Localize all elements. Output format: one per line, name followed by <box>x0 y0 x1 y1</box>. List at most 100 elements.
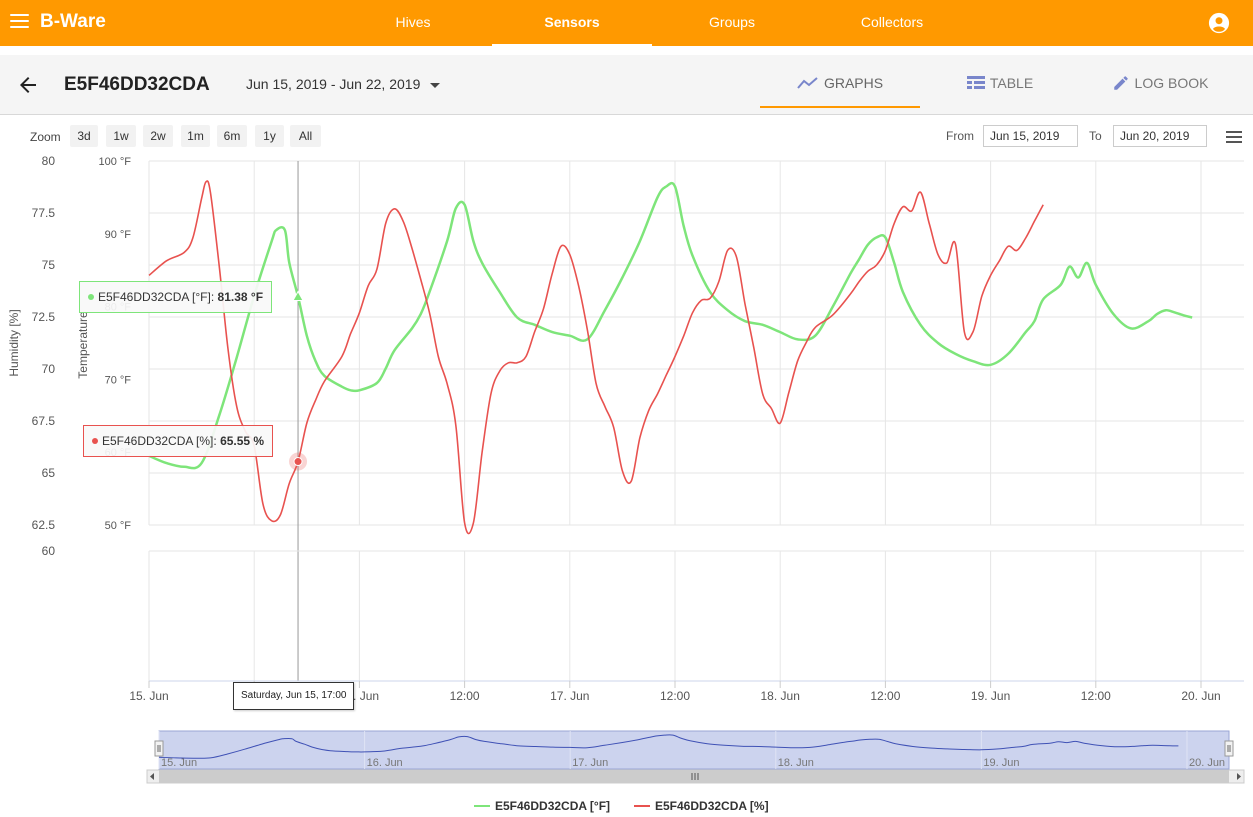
nav-tab-label: Groups <box>709 14 755 30</box>
legend-swatch <box>474 804 490 807</box>
date-range-dropdown[interactable]: Jun 15, 2019 - Jun 22, 2019 <box>246 76 441 92</box>
table-icon <box>966 75 985 89</box>
series-dot <box>92 437 98 444</box>
to-label: To <box>1089 129 1102 143</box>
tab-label: GRAPHS <box>823 75 884 91</box>
nav-tab-groups[interactable]: Groups <box>652 0 812 46</box>
navigator-mask <box>158 730 1230 770</box>
series-line-temperature[interactable] <box>148 181 1193 470</box>
temperature-tooltip: E5F46DD32CDA [°F]: 81.38 °F <box>79 281 273 313</box>
y-left-tick-label: 65 <box>42 466 56 480</box>
chart-context-menu-icon[interactable] <box>1226 131 1242 143</box>
tab-graphs[interactable]: GRAPHS <box>760 55 920 115</box>
view-active-indicator <box>760 106 920 108</box>
y-left-axis-title: Humidity [%] <box>7 309 21 376</box>
sensor-title: E5F46DD32CDA <box>64 74 210 95</box>
navigator-tick-label: 20. Jun <box>1189 757 1225 769</box>
y-right-axis-title: Temperature <box>76 311 90 379</box>
legend-item-temperature[interactable]: E5F46DD32CDA [°F] <box>474 799 610 813</box>
lower-chart-pane <box>148 550 1244 682</box>
legend-label: E5F46DD32CDA [%] <box>655 799 769 813</box>
hover-marker-humidity <box>293 457 303 467</box>
tab-log-book[interactable]: LOG BOOK <box>1080 55 1240 115</box>
navigator-handle[interactable] <box>1224 740 1234 757</box>
hover-marker-temperature <box>292 290 304 302</box>
navigator-series <box>158 734 1179 759</box>
from-date-input[interactable]: Jun 15, 2019 <box>983 125 1078 147</box>
navigator-tick-label: 19. Jun <box>983 757 1019 769</box>
y-left-tick-label: 70 <box>42 362 56 376</box>
tooltip-value: 81.38 °F <box>217 290 264 304</box>
navigator-handle[interactable] <box>154 740 164 757</box>
app-title: B-Ware <box>40 11 106 32</box>
menu-icon[interactable] <box>10 13 29 29</box>
y-right-tick-label: 100 °F <box>98 156 131 168</box>
navigator-tick-label: 16. Jun <box>367 757 403 769</box>
zoom-label: Zoom <box>30 130 61 144</box>
x-tick-label: 17. Jun <box>550 689 589 703</box>
zoom-all-button[interactable]: All <box>290 125 321 147</box>
zoom-1w-button[interactable]: 1w <box>106 125 136 147</box>
y-left-tick-label: 77.5 <box>32 206 56 220</box>
legend-label: E5F46DD32CDA [°F] <box>495 799 611 813</box>
top-bar: B-Ware Hives Sensors Groups Collectors <box>0 0 1253 46</box>
nav-tab-label: Sensors <box>544 14 600 30</box>
zoom-6m-button[interactable]: 6m <box>217 125 247 147</box>
y-right-tick-label: 50 °F <box>105 520 132 532</box>
navigator-tick-label: 17. Jun <box>572 757 608 769</box>
sensor-header: E5F46DD32CDA Jun 15, 2019 - Jun 22, 2019… <box>0 55 1253 115</box>
y-left-tick-label: 80 <box>42 154 56 168</box>
y-left-tick-label: 72.5 <box>32 310 56 324</box>
caret-down-icon <box>430 82 441 88</box>
y-left-tick-label: 67.5 <box>32 414 56 428</box>
legend-swatch <box>634 804 650 807</box>
x-tick-label: 12:00 <box>660 689 690 703</box>
navigator-scrollbar-thumb[interactable] <box>159 770 1229 783</box>
x-tick-label: 20. Jun <box>1181 689 1220 703</box>
tooltip-label: E5F46DD32CDA [%]: <box>102 434 217 448</box>
x-tick-label: 12:00 <box>1081 689 1111 703</box>
scroll-left-arrow-icon[interactable] <box>150 773 154 780</box>
zoom-1m-button[interactable]: 1m <box>181 125 210 147</box>
nav-tab-hives[interactable]: Hives <box>333 0 493 46</box>
crosshair-date-tooltip: Saturday, Jun 15, 17:00 <box>233 682 355 710</box>
tab-table[interactable]: TABLE <box>920 55 1080 115</box>
zoom-2w-button[interactable]: 2w <box>143 125 173 147</box>
pencil-icon <box>1113 76 1128 90</box>
date-range-label: Jun 15, 2019 - Jun 22, 2019 <box>246 76 421 92</box>
nav-tab-collectors[interactable]: Collectors <box>812 0 972 46</box>
to-date-input[interactable]: Jun 20, 2019 <box>1113 125 1207 147</box>
range-navigator[interactable]: 15. Jun 16. Jun 17. Jun 18. Jun 19. Jun 20. J… <box>146 730 1245 784</box>
chart-series <box>148 180 1193 535</box>
nav-tab-sensors[interactable]: Sensors <box>492 0 652 46</box>
x-tick-label: 18. Jun <box>761 689 800 703</box>
zoom-3d-button[interactable]: 3d <box>70 125 98 147</box>
tab-label: LOG BOOK <box>1134 75 1209 91</box>
nav-tab-label: Collectors <box>860 14 924 30</box>
x-tick-label: 12:00 <box>450 689 480 703</box>
back-arrow-icon[interactable] <box>16 73 40 97</box>
nav-active-indicator <box>492 44 652 46</box>
account-circle-icon[interactable] <box>1208 12 1230 34</box>
nav-tab-label: Hives <box>395 14 431 30</box>
x-tick-label: 12:00 <box>870 689 900 703</box>
zoom-1y-button[interactable]: 1y <box>255 125 284 147</box>
series-line-humidity[interactable] <box>148 180 1044 535</box>
series-dot <box>88 293 94 300</box>
scroll-right-arrow-icon[interactable] <box>1237 773 1241 780</box>
y-left-tick-label: 75 <box>42 258 56 272</box>
navigator-tick-label: 18. Jun <box>778 757 814 769</box>
lower-y-tick-label: 60 <box>42 544 56 558</box>
tooltip-label: E5F46DD32CDA [°F]: <box>98 290 215 304</box>
x-tick-label: 19. Jun <box>971 689 1010 703</box>
from-label: From <box>946 129 974 143</box>
x-tick-label: 15. Jun <box>129 689 168 703</box>
tooltip-value: 65.55 % <box>220 434 265 448</box>
y-left-tick-label: 62.5 <box>32 518 56 532</box>
y-right-tick-label: 70 °F <box>105 374 132 386</box>
chart-grid <box>148 160 1244 681</box>
legend-item-humidity[interactable]: E5F46DD32CDA [%] <box>634 799 769 813</box>
y-right-tick-label: 90 °F <box>105 229 132 241</box>
